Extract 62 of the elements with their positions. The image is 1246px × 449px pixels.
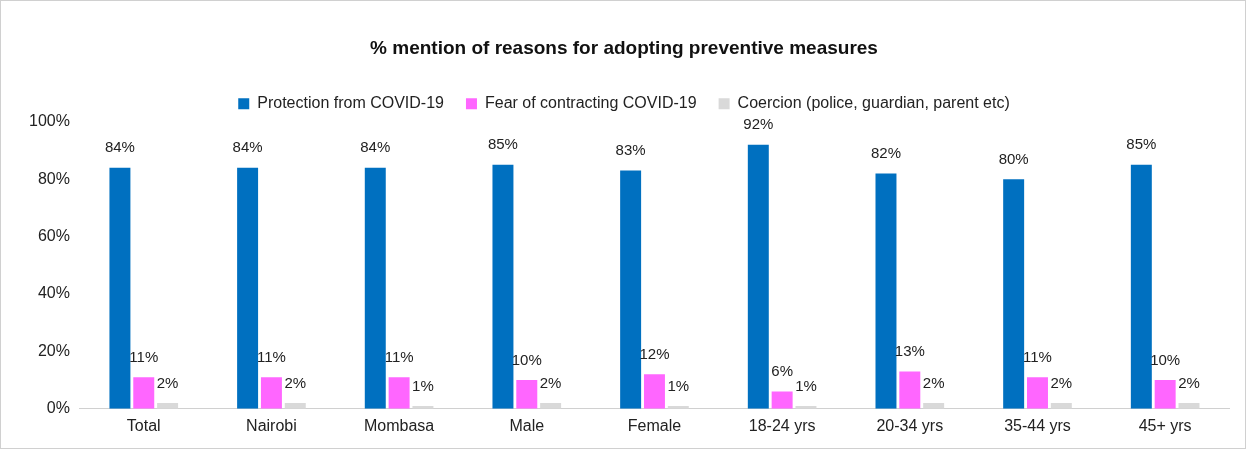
bar bbox=[747, 144, 769, 409]
y-tick-label: 100% bbox=[29, 112, 70, 130]
bar bbox=[1130, 164, 1152, 409]
data-label: 82% bbox=[870, 144, 901, 162]
y-tick-label: 0% bbox=[46, 399, 70, 417]
x-tick-label: 18-24 yrs bbox=[748, 416, 816, 434]
data-label: 85% bbox=[1126, 135, 1157, 153]
data-label: 13% bbox=[894, 342, 925, 360]
bar bbox=[643, 374, 665, 409]
x-tick-label: Nairobi bbox=[246, 416, 297, 434]
x-tick-label: 35-44 yrs bbox=[1004, 416, 1071, 434]
data-label: 1% bbox=[795, 376, 817, 394]
legend-label: Coercion (police, guardian, parent etc) bbox=[737, 94, 1010, 112]
data-label: 11% bbox=[129, 347, 159, 365]
data-label: 85% bbox=[487, 135, 518, 153]
data-label: 2% bbox=[1178, 373, 1200, 391]
y-tick-label: 60% bbox=[37, 227, 70, 245]
bar bbox=[516, 380, 538, 409]
data-label: 11% bbox=[1023, 347, 1052, 365]
bar bbox=[492, 164, 514, 409]
data-label: 84% bbox=[104, 138, 135, 156]
bar bbox=[109, 167, 131, 409]
bar bbox=[1154, 380, 1176, 409]
data-label: 1% bbox=[667, 376, 690, 394]
bar bbox=[875, 173, 897, 409]
bar bbox=[771, 391, 793, 409]
bar bbox=[388, 377, 410, 409]
data-label: 2% bbox=[922, 373, 945, 391]
data-label: 6% bbox=[771, 362, 793, 380]
data-label: 80% bbox=[998, 149, 1029, 167]
data-label: 11% bbox=[384, 347, 414, 365]
bar bbox=[1003, 179, 1025, 409]
y-tick-label: 40% bbox=[37, 284, 70, 302]
legend-label: Protection from COVID-19 bbox=[257, 94, 445, 112]
bar bbox=[237, 167, 259, 409]
data-label: 10% bbox=[511, 350, 542, 368]
x-tick-label: Mombasa bbox=[363, 416, 435, 434]
bar bbox=[260, 377, 282, 409]
data-label: 2% bbox=[1050, 373, 1073, 391]
bar bbox=[133, 377, 155, 409]
data-label: 92% bbox=[743, 115, 774, 133]
data-label: 1% bbox=[412, 376, 434, 394]
data-label: 84% bbox=[232, 138, 263, 156]
bar bbox=[1027, 377, 1048, 409]
x-tick-label: Total bbox=[126, 416, 161, 434]
data-label: 84% bbox=[360, 138, 391, 156]
bar bbox=[620, 170, 642, 409]
legend-label: Fear of contracting COVID-19 bbox=[484, 94, 697, 112]
data-label: 83% bbox=[615, 141, 646, 159]
x-tick-label: Female bbox=[627, 416, 682, 434]
chart-title: % mention of reasons for adopting preventive measures bbox=[370, 36, 878, 58]
data-label: 2% bbox=[284, 373, 307, 391]
y-tick-label: 80% bbox=[37, 169, 70, 187]
bar bbox=[364, 167, 386, 409]
x-tick-label: Male bbox=[509, 416, 545, 434]
bar bbox=[899, 371, 921, 409]
data-label: 11% bbox=[256, 347, 286, 365]
y-tick-label: 20% bbox=[37, 341, 70, 359]
data-label: 2% bbox=[539, 373, 562, 391]
x-tick-label: 45+ yrs bbox=[1138, 416, 1192, 434]
x-tick-label: 20-34 yrs bbox=[876, 416, 944, 434]
data-label: 2% bbox=[156, 373, 179, 391]
